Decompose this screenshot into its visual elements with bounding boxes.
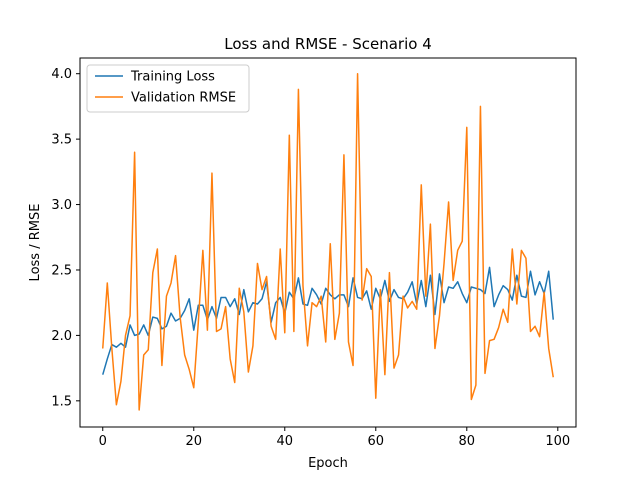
x-axis-ticks: 0 20 40 60 80 100	[99, 427, 570, 449]
x-axis-label: Epoch	[308, 456, 348, 471]
chart-title: Loss and RMSE - Scenario 4	[224, 35, 432, 53]
y-tick-label: 1.5	[51, 394, 72, 409]
legend-label-validation-rmse: Validation RMSE	[131, 91, 236, 106]
x-tick-label: 20	[185, 434, 202, 449]
series-line-validation-rmse	[102, 72, 554, 411]
legend-box	[86, 64, 250, 113]
y-axis-ticks: 1.5 2.0 2.5 3.0 3.5 4.0	[51, 67, 80, 409]
axes-frame	[79, 57, 577, 428]
y-axis-label: Loss / RMSE	[28, 204, 43, 282]
y-tick-label: 3.5	[51, 133, 72, 148]
plot-lines	[102, 72, 554, 411]
y-tick-label: 2.0	[51, 329, 72, 344]
x-tick-label: 60	[368, 434, 385, 449]
legend: Training Loss Validation RMSE	[86, 64, 250, 113]
legend-label-training-loss: Training Loss	[130, 70, 215, 85]
y-tick-label: 2.5	[51, 263, 72, 278]
y-tick-label: 4.0	[51, 67, 72, 82]
x-tick-label: 40	[276, 434, 293, 449]
x-tick-label: 0	[99, 434, 107, 449]
x-tick-label: 80	[459, 434, 476, 449]
y-tick-label: 3.0	[51, 198, 72, 213]
x-tick-label: 100	[545, 434, 570, 449]
